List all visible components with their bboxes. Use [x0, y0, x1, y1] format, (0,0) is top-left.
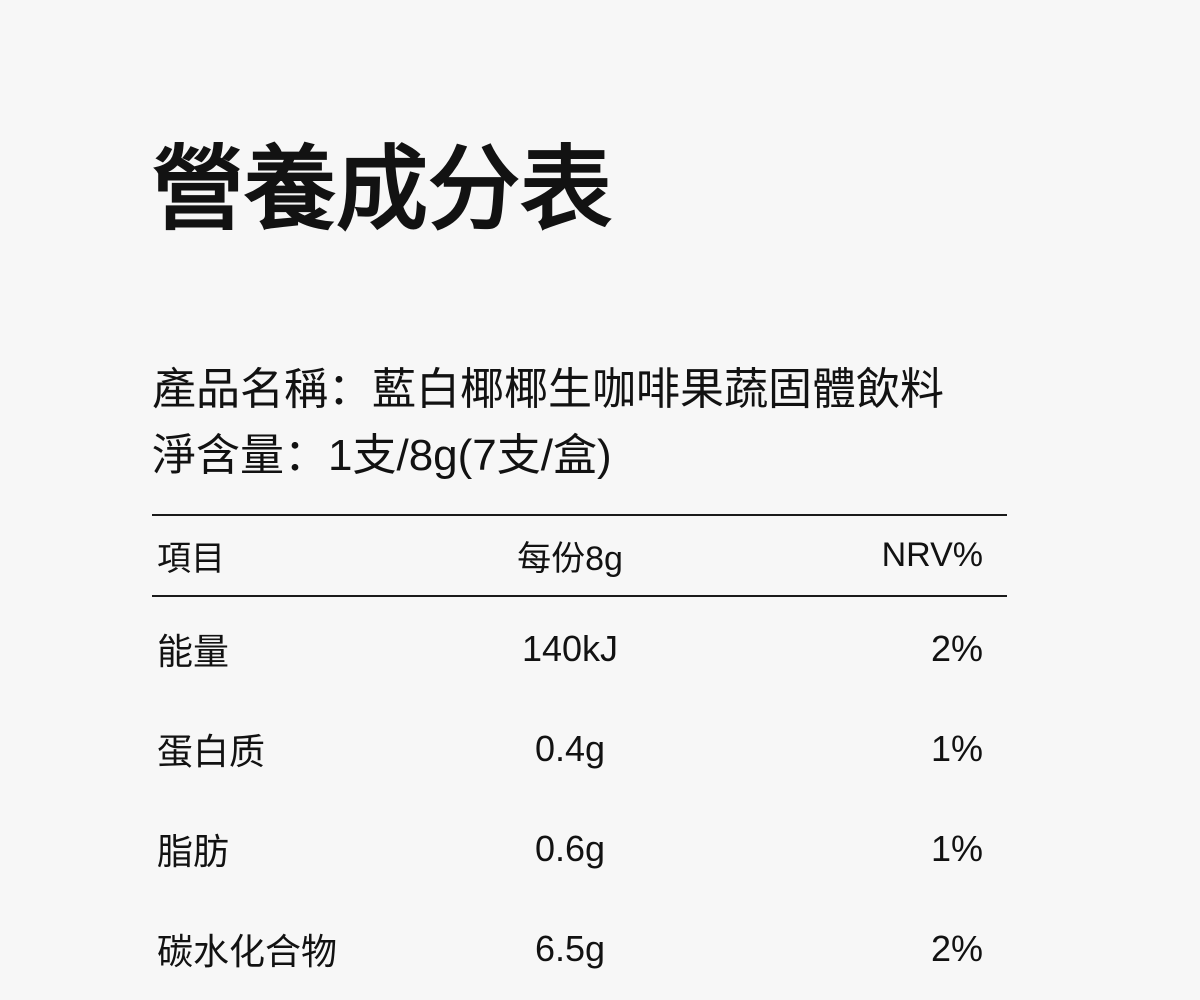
product-name-line: 產品名稱：藍白椰椰生咖啡果蔬固體飲料 — [152, 357, 944, 423]
nutrition-table: 項目 每份8g NRV% 能量 140kJ 2% 蛋白质 0.4g 1% 脂肪 … — [152, 514, 1007, 999]
net-content-label: 淨含量： — [152, 431, 328, 480]
cell-nrv: 1% — [930, 728, 983, 769]
page-title: 營養成分表 — [152, 139, 613, 241]
product-name-label: 產品名稱： — [152, 365, 372, 414]
cell-item: 能量 — [157, 631, 230, 672]
header-per-serving: 每份8g — [517, 540, 623, 578]
cell-item: 蛋白质 — [157, 731, 266, 772]
table-row: 脂肪 0.6g 1% — [152, 799, 1007, 899]
cell-per-serving: 6.5g — [534, 928, 606, 969]
cell-per-serving: 0.4g — [534, 728, 606, 769]
table-body: 能量 140kJ 2% 蛋白质 0.4g 1% 脂肪 0.6g 1% 碳水化合物… — [152, 597, 1007, 999]
cell-nrv: 1% — [930, 828, 983, 869]
cell-nrv: 2% — [930, 628, 983, 669]
table-row: 蛋白质 0.4g 1% — [152, 699, 1007, 799]
cell-item: 脂肪 — [157, 831, 230, 872]
cell-nrv: 2% — [930, 928, 983, 969]
header-nrv: NRV% — [881, 536, 983, 574]
cell-per-serving: 140kJ — [521, 628, 619, 669]
cell-item: 碳水化合物 — [157, 931, 338, 972]
table-row: 碳水化合物 6.5g 2% — [152, 899, 1007, 999]
table-header-row: 項目 每份8g NRV% — [152, 514, 1007, 597]
cell-per-serving: 0.6g — [534, 828, 606, 869]
net-content-line: 淨含量：1支/8g(7支/盒) — [152, 423, 944, 489]
header-item: 項目 — [157, 540, 225, 578]
table-row: 能量 140kJ 2% — [152, 599, 1007, 699]
product-name-value: 藍白椰椰生咖啡果蔬固體飲料 — [372, 365, 944, 414]
product-meta: 產品名稱：藍白椰椰生咖啡果蔬固體飲料 淨含量：1支/8g(7支/盒) — [152, 357, 944, 489]
net-content-value: 1支/8g(7支/盒) — [328, 431, 612, 480]
